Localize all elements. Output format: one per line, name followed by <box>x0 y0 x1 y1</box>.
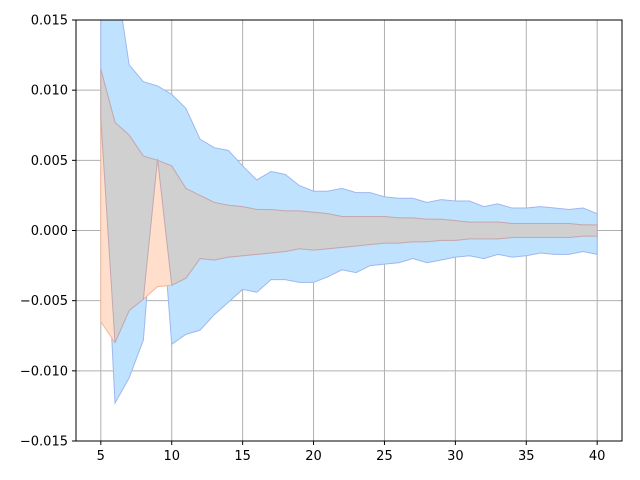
band-series-1 <box>100 20 598 405</box>
x-tick-label: 35 <box>518 449 535 464</box>
x-tick-label: 5 <box>97 449 105 464</box>
y-tick-label: −0.015 <box>20 435 68 450</box>
x-tick-label: 10 <box>163 449 180 464</box>
x-tick-label: 25 <box>376 449 393 464</box>
y-tick-label: −0.010 <box>20 364 68 379</box>
band-overlap <box>100 68 598 343</box>
y-tick-label: 0.015 <box>31 14 68 29</box>
y-tick-label: 0.010 <box>31 84 68 99</box>
y-tick-label: 0.005 <box>31 154 68 169</box>
x-tick-label: 20 <box>305 449 322 464</box>
ticks: 5 10 15 20 25 30 35 40 −0.015 −0.010 −0.005 0.000 0.… <box>20 14 606 465</box>
x-tick-label: 40 <box>589 449 606 464</box>
x-tick-label: 30 <box>447 449 464 464</box>
bands <box>100 20 598 405</box>
y-tick-label: −0.005 <box>20 294 68 309</box>
y-tick-label: 0.000 <box>31 224 68 239</box>
x-tick-label: 15 <box>234 449 251 464</box>
